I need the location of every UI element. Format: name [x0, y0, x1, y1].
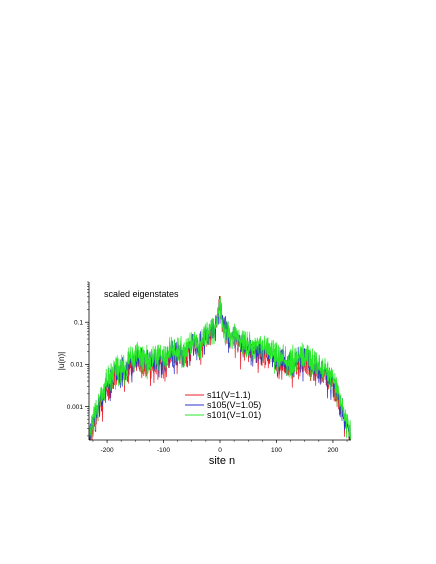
axes-layer: -200 -100 0 100 200 0.001 0.01 0.1	[67, 281, 351, 454]
x-tick-label: -200	[101, 447, 114, 454]
y-tick-label: 0.01	[70, 362, 83, 369]
x-tick-label: 100	[271, 447, 282, 454]
x-tick-label: 200	[328, 447, 339, 454]
series-line-3	[89, 296, 351, 440]
x-tick-label: -100	[157, 447, 170, 454]
legend: s11(V=1.1)s105(V=1.05)s101(V=1.01)	[185, 390, 261, 420]
x-axis-title: site n	[209, 455, 235, 467]
series-layer	[89, 295, 351, 440]
y-tick-label: 0.1	[74, 320, 83, 327]
y-axis-title: |u(n)|	[57, 352, 66, 370]
chart-annotation: scaled eigenstates	[104, 289, 179, 299]
x-tick-label: 0	[218, 447, 222, 454]
legend-label: s11(V=1.1)	[207, 390, 251, 400]
legend-label: s105(V=1.05)	[207, 400, 261, 410]
y-tick-label: 0.001	[67, 404, 84, 411]
legend-label: s101(V=1.01)	[207, 410, 261, 420]
